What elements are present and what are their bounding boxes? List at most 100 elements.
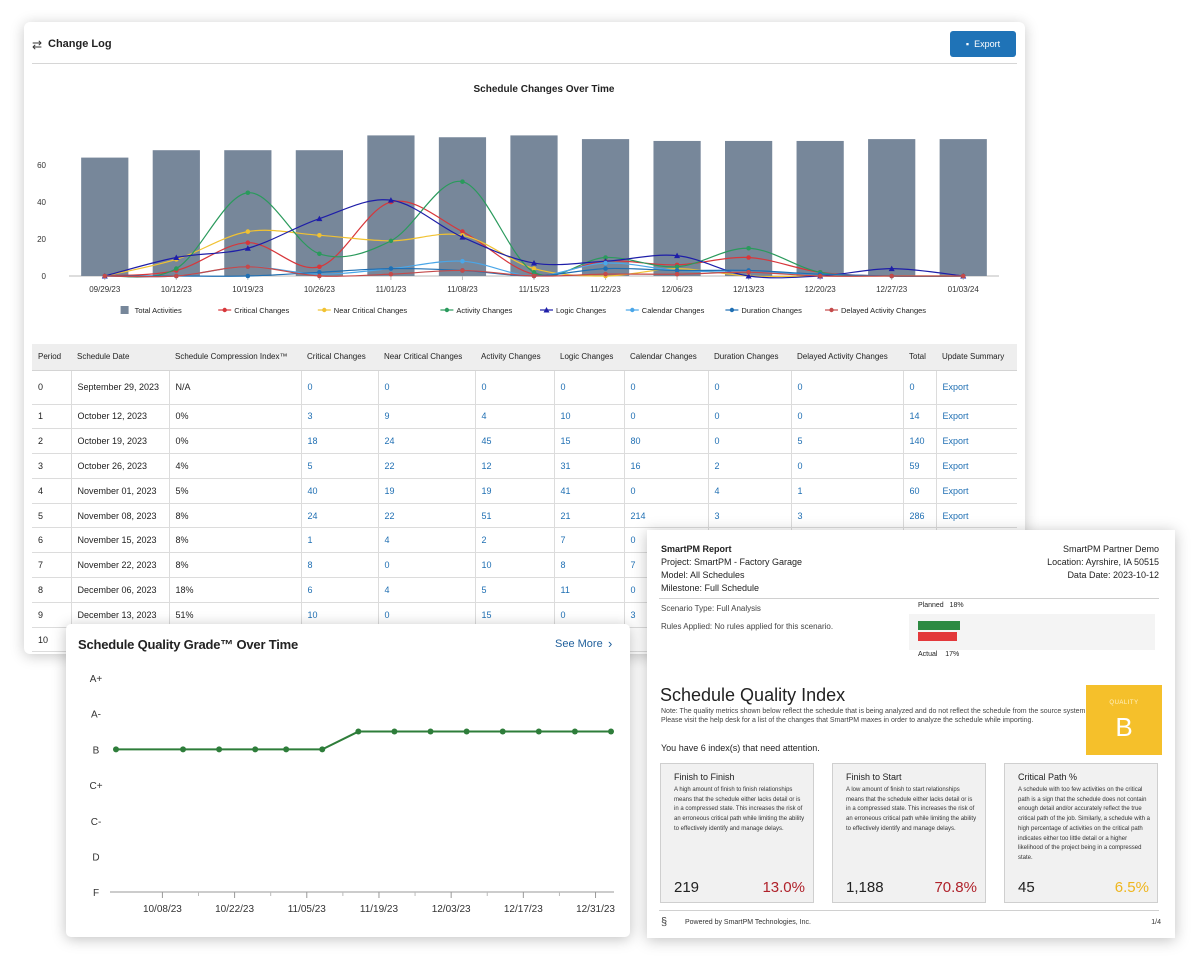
chevron-right-icon[interactable]: ›	[608, 636, 613, 651]
point-delayed-activity-changes	[817, 273, 823, 279]
table-cell-near-critical-changes: 19	[377, 478, 475, 504]
document-icon: ▪	[965, 39, 970, 49]
quality-grade-card: A+ A- B C+ C- D F 10/08/23 10/22/23 11/05/23 11/19…	[66, 624, 630, 937]
x-tick-label: 12/20/23	[805, 285, 837, 294]
x-tick-label: 10/26/23	[304, 285, 336, 294]
metric-description: A schedule with too few activities on th…	[1018, 787, 1150, 861]
table-cell-period: 1	[32, 404, 71, 430]
table-cell-critical-changes: 18	[300, 428, 378, 455]
point-critical-changes	[460, 229, 465, 234]
table-cell-logic-changes: 31	[553, 453, 624, 479]
table-cell-activity-changes: 10	[474, 552, 554, 579]
table-cell-critical-changes: 5	[300, 453, 378, 479]
point-logic-changes	[173, 254, 180, 260]
point-calendar-changes	[603, 260, 608, 266]
column-header-critical-changes: Critical Changes	[301, 344, 378, 371]
legend-item-duration-changes[interactable]: Duration Changes	[725, 306, 802, 315]
legend-item-calendar-changes[interactable]: Calendar Changes	[625, 306, 705, 315]
metric-title: Finish to Finish	[674, 772, 735, 782]
table-cell-critical-changes: 24	[300, 503, 378, 529]
export-link[interactable]: Export	[935, 478, 1017, 504]
table-cell-critical-changes: 0	[300, 370, 378, 405]
table-cell-delayed-activity-changes: 3	[790, 503, 903, 529]
table-cell-schedule-date: November 22, 2023	[70, 552, 169, 579]
legend-item-total-activities[interactable]: Total Activities	[120, 306, 182, 315]
bar-total-activities	[581, 139, 630, 276]
export-link[interactable]: Export	[935, 370, 1017, 405]
table-cell-delayed-activity-changes: 5	[790, 428, 903, 455]
change-log-panel: ⇄ Change Log ▪ Export Schedule Changes O…	[24, 22, 1025, 654]
table-cell-schedule-compression-index: 0%	[168, 428, 301, 455]
point-duration-changes	[388, 266, 394, 271]
metric-card-critical-path: Critical Path % A schedule with too few …	[1004, 763, 1158, 903]
table-cell-duration-changes: 3	[707, 503, 791, 529]
report-data-date: Data Date: 2023-10-12	[1067, 570, 1159, 580]
legend-label: Total Activities	[135, 306, 182, 315]
metric-count: 1,188	[846, 879, 884, 896]
see-more-link[interactable]: See More	[555, 638, 603, 650]
legend-item-near-critical-changes[interactable]: Near Critical Changes	[317, 306, 408, 315]
table-cell-total: 0	[902, 370, 936, 405]
change-log-header: ⇄ Change Log ▪ Export	[24, 22, 1025, 66]
table-cell-schedule-compression-index: 4%	[168, 453, 301, 479]
metric-percent: 6.5%	[1114, 879, 1149, 896]
column-header-duration-changes: Duration Changes	[708, 344, 791, 371]
grade-point	[608, 728, 614, 735]
legend-item-critical-changes[interactable]: Critical Changes	[218, 306, 289, 315]
table-row: 2 October 19, 2023 0% 18 24 45 15 80 0 5 140 Export	[32, 428, 1017, 455]
change-log-table: Period Schedule Date Schedule Compression …	[32, 344, 1017, 653]
grade-tick-label: A-	[91, 710, 101, 721]
export-button[interactable]: ▪ Export	[950, 31, 1016, 57]
point-critical-changes	[245, 240, 251, 245]
table-cell-schedule-date: September 29, 2023	[70, 370, 169, 405]
table-cell-schedule-date: November 01, 2023	[70, 478, 169, 504]
table-cell-schedule-compression-index: 0%	[168, 404, 301, 430]
grade-point	[571, 728, 578, 735]
table-cell-schedule-date: October 26, 2023	[70, 453, 169, 479]
table-cell-logic-changes: 11	[553, 577, 624, 603]
point-logic-changes	[459, 234, 466, 240]
grade-tick-label: B	[93, 745, 100, 756]
legend-item-logic-changes[interactable]: Logic Changes	[540, 306, 606, 315]
page-number: 1/4	[1151, 919, 1161, 926]
table-row: 3 October 26, 2023 4% 5 22 12 31 16 2 0 59 Export	[32, 453, 1017, 479]
export-link[interactable]: Export	[935, 453, 1017, 479]
legend-item-delayed-activity-changes[interactable]: Delayed Activity Changes	[825, 306, 926, 315]
grade-point	[499, 728, 506, 735]
grade-point	[252, 746, 259, 753]
grade-point	[319, 746, 326, 753]
point-calendar-changes	[460, 258, 465, 264]
grade-tick-label: F	[93, 888, 99, 899]
legend-item-activity-changes[interactable]: Activity Changes	[440, 306, 513, 315]
table-cell-period: 8	[32, 577, 71, 603]
point-activity-changes	[245, 190, 251, 196]
chart-title: Schedule Changes Over Time	[474, 84, 615, 95]
metric-title: Critical Path %	[1018, 772, 1078, 782]
table-cell-critical-changes: 1	[300, 527, 378, 554]
table-cell-duration-changes: 0	[707, 428, 791, 455]
smartpm-report: SmartPM Report Project: SmartPM - Factor…	[647, 530, 1175, 938]
table-cell-critical-changes: 6	[300, 577, 378, 603]
metric-card-finish-to-start: Finish to Start A low amount of finish t…	[832, 763, 986, 903]
grade-point	[355, 728, 362, 735]
table-cell-delayed-activity-changes: 1	[790, 478, 903, 504]
bar-total-activities	[939, 139, 987, 276]
export-link[interactable]: Export	[935, 404, 1017, 430]
export-link[interactable]: Export	[935, 428, 1017, 455]
bar-total-activities	[796, 140, 844, 276]
table-cell-schedule-date: December 06, 2023	[70, 577, 169, 603]
table-cell-near-critical-changes: 4	[377, 577, 475, 603]
x-tick-label: 09/29/23	[89, 285, 121, 294]
planned-label: Planned 18%	[918, 602, 964, 609]
y-tick-label: 60	[37, 161, 46, 170]
scenario-type: Scenario Type: Full Analysis	[661, 604, 761, 613]
export-link[interactable]: Export	[935, 503, 1017, 529]
point-logic-changes	[387, 197, 394, 203]
table-cell-schedule-date: October 19, 2023	[70, 428, 169, 455]
table-cell-total: 14	[902, 404, 936, 430]
table-cell-period: 2	[32, 428, 71, 455]
quality-grade-chart: A+ A- B C+ C- D F 10/08/23 10/22/23 11/05/23 11/19…	[89, 674, 615, 915]
change-log-table-wrapper: Period Schedule Date Schedule Compression …	[32, 344, 1017, 653]
table-cell-total: 60	[902, 478, 936, 504]
metric-title: Finish to Start	[846, 772, 902, 782]
